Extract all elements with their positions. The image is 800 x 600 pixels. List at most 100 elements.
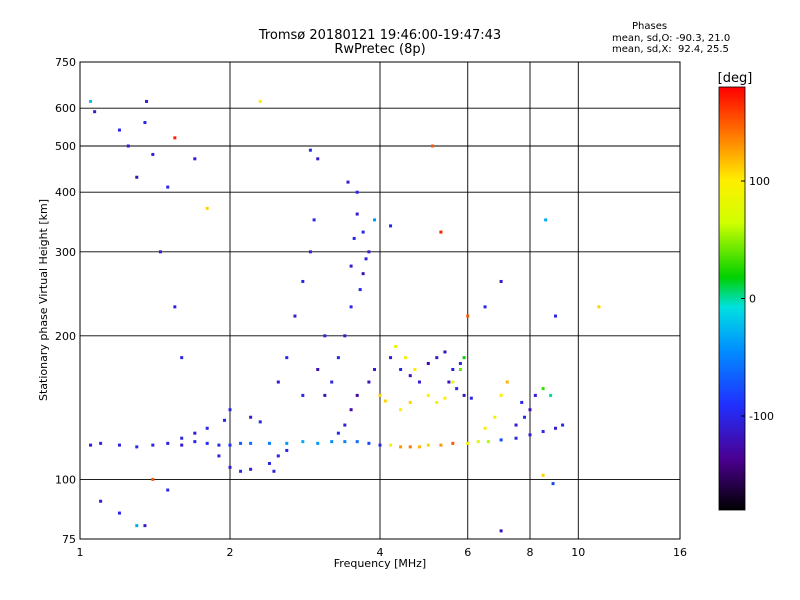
data-point [205, 441, 209, 445]
data-point [217, 454, 221, 458]
data-point [451, 441, 455, 445]
data-point [520, 400, 524, 404]
data-point [249, 467, 253, 471]
data-point [349, 305, 353, 309]
data-point [462, 356, 466, 360]
y-axis-label: Stationary phase Virtual Height [km] [37, 199, 50, 401]
data-point [439, 443, 443, 447]
data-point [378, 393, 382, 397]
data-point [358, 288, 362, 292]
grid-lines [80, 62, 680, 539]
data-point [308, 148, 312, 152]
data-point [276, 380, 280, 384]
colorbar-ticks: 100 0 -100 [741, 175, 774, 423]
data-point [346, 180, 350, 184]
data-point [93, 110, 97, 114]
data-point [408, 445, 412, 449]
y-tick-label: 400 [55, 186, 76, 199]
data-point [323, 334, 327, 338]
data-point [173, 136, 177, 140]
data-point [308, 250, 312, 254]
data-point [551, 482, 555, 486]
plot-frame [79, 61, 681, 540]
data-point [89, 443, 93, 447]
data-point [561, 423, 565, 427]
data-point [228, 408, 232, 412]
x-tick-labels: 1 2 4 6 8 10 16 [77, 546, 688, 559]
data-point [505, 380, 509, 384]
data-point [301, 440, 305, 444]
data-point [514, 423, 518, 427]
data-point [99, 441, 103, 445]
y-tick-label: 75 [62, 533, 76, 546]
data-point [126, 144, 130, 148]
data-point [166, 185, 170, 189]
data-point [499, 279, 503, 283]
data-point [258, 420, 262, 424]
data-point [403, 356, 407, 360]
data-point [151, 152, 155, 156]
data-point [276, 454, 280, 458]
x-tick-label: 2 [227, 546, 234, 559]
colorbar-tick-label: 100 [749, 175, 770, 188]
data-point [447, 380, 451, 384]
data-point [493, 415, 497, 419]
data-point [355, 393, 359, 397]
chart-title: Tromsø 20180121 19:46:00-19:47:43 [258, 28, 502, 43]
x-tick-label: 16 [673, 546, 687, 559]
data-point [355, 440, 359, 444]
data-point [439, 230, 443, 234]
data-point [249, 441, 253, 445]
data-point [394, 344, 398, 348]
data-point [180, 436, 184, 440]
data-point [239, 469, 243, 473]
data-point [486, 440, 490, 444]
data-point [293, 314, 297, 318]
data-point [258, 99, 262, 103]
data-point [443, 396, 447, 400]
data-point [336, 356, 340, 360]
data-point [455, 387, 459, 391]
data-point [499, 393, 503, 397]
data-point [523, 415, 527, 419]
data-point [373, 218, 377, 222]
colorbar-tick-label: 0 [749, 293, 756, 306]
data-point [135, 524, 139, 528]
data-point [408, 374, 412, 378]
data-point [378, 443, 382, 447]
data-point [301, 393, 305, 397]
data-point [528, 433, 532, 437]
data-point [355, 212, 359, 216]
data-point [343, 440, 347, 444]
data-point [389, 224, 393, 228]
data-point [330, 380, 334, 384]
data-point [117, 511, 121, 515]
data-point [173, 305, 177, 309]
data-point [462, 393, 466, 397]
data-point [413, 367, 417, 371]
y-tick-label: 750 [55, 56, 76, 69]
data-point [451, 380, 455, 384]
data-point [417, 445, 421, 449]
data-point [458, 367, 462, 371]
data-point [541, 387, 545, 391]
data-point [336, 431, 340, 435]
data-point [166, 441, 170, 445]
data-point [249, 415, 253, 419]
data-point [285, 448, 289, 452]
data-point [435, 356, 439, 360]
data-point [117, 128, 121, 132]
data-point [408, 400, 412, 404]
data-point [367, 441, 371, 445]
stats-line-x: mean, sd,X: 92.4, 25.5 [612, 44, 729, 55]
data-point [143, 121, 147, 125]
data-point [528, 408, 532, 412]
data-point [399, 408, 403, 412]
y-tick-label: 500 [55, 140, 76, 153]
data-point [312, 218, 316, 222]
data-point [99, 499, 103, 503]
stats-header: Phases [632, 21, 668, 32]
data-point [180, 356, 184, 360]
data-point [499, 438, 503, 442]
